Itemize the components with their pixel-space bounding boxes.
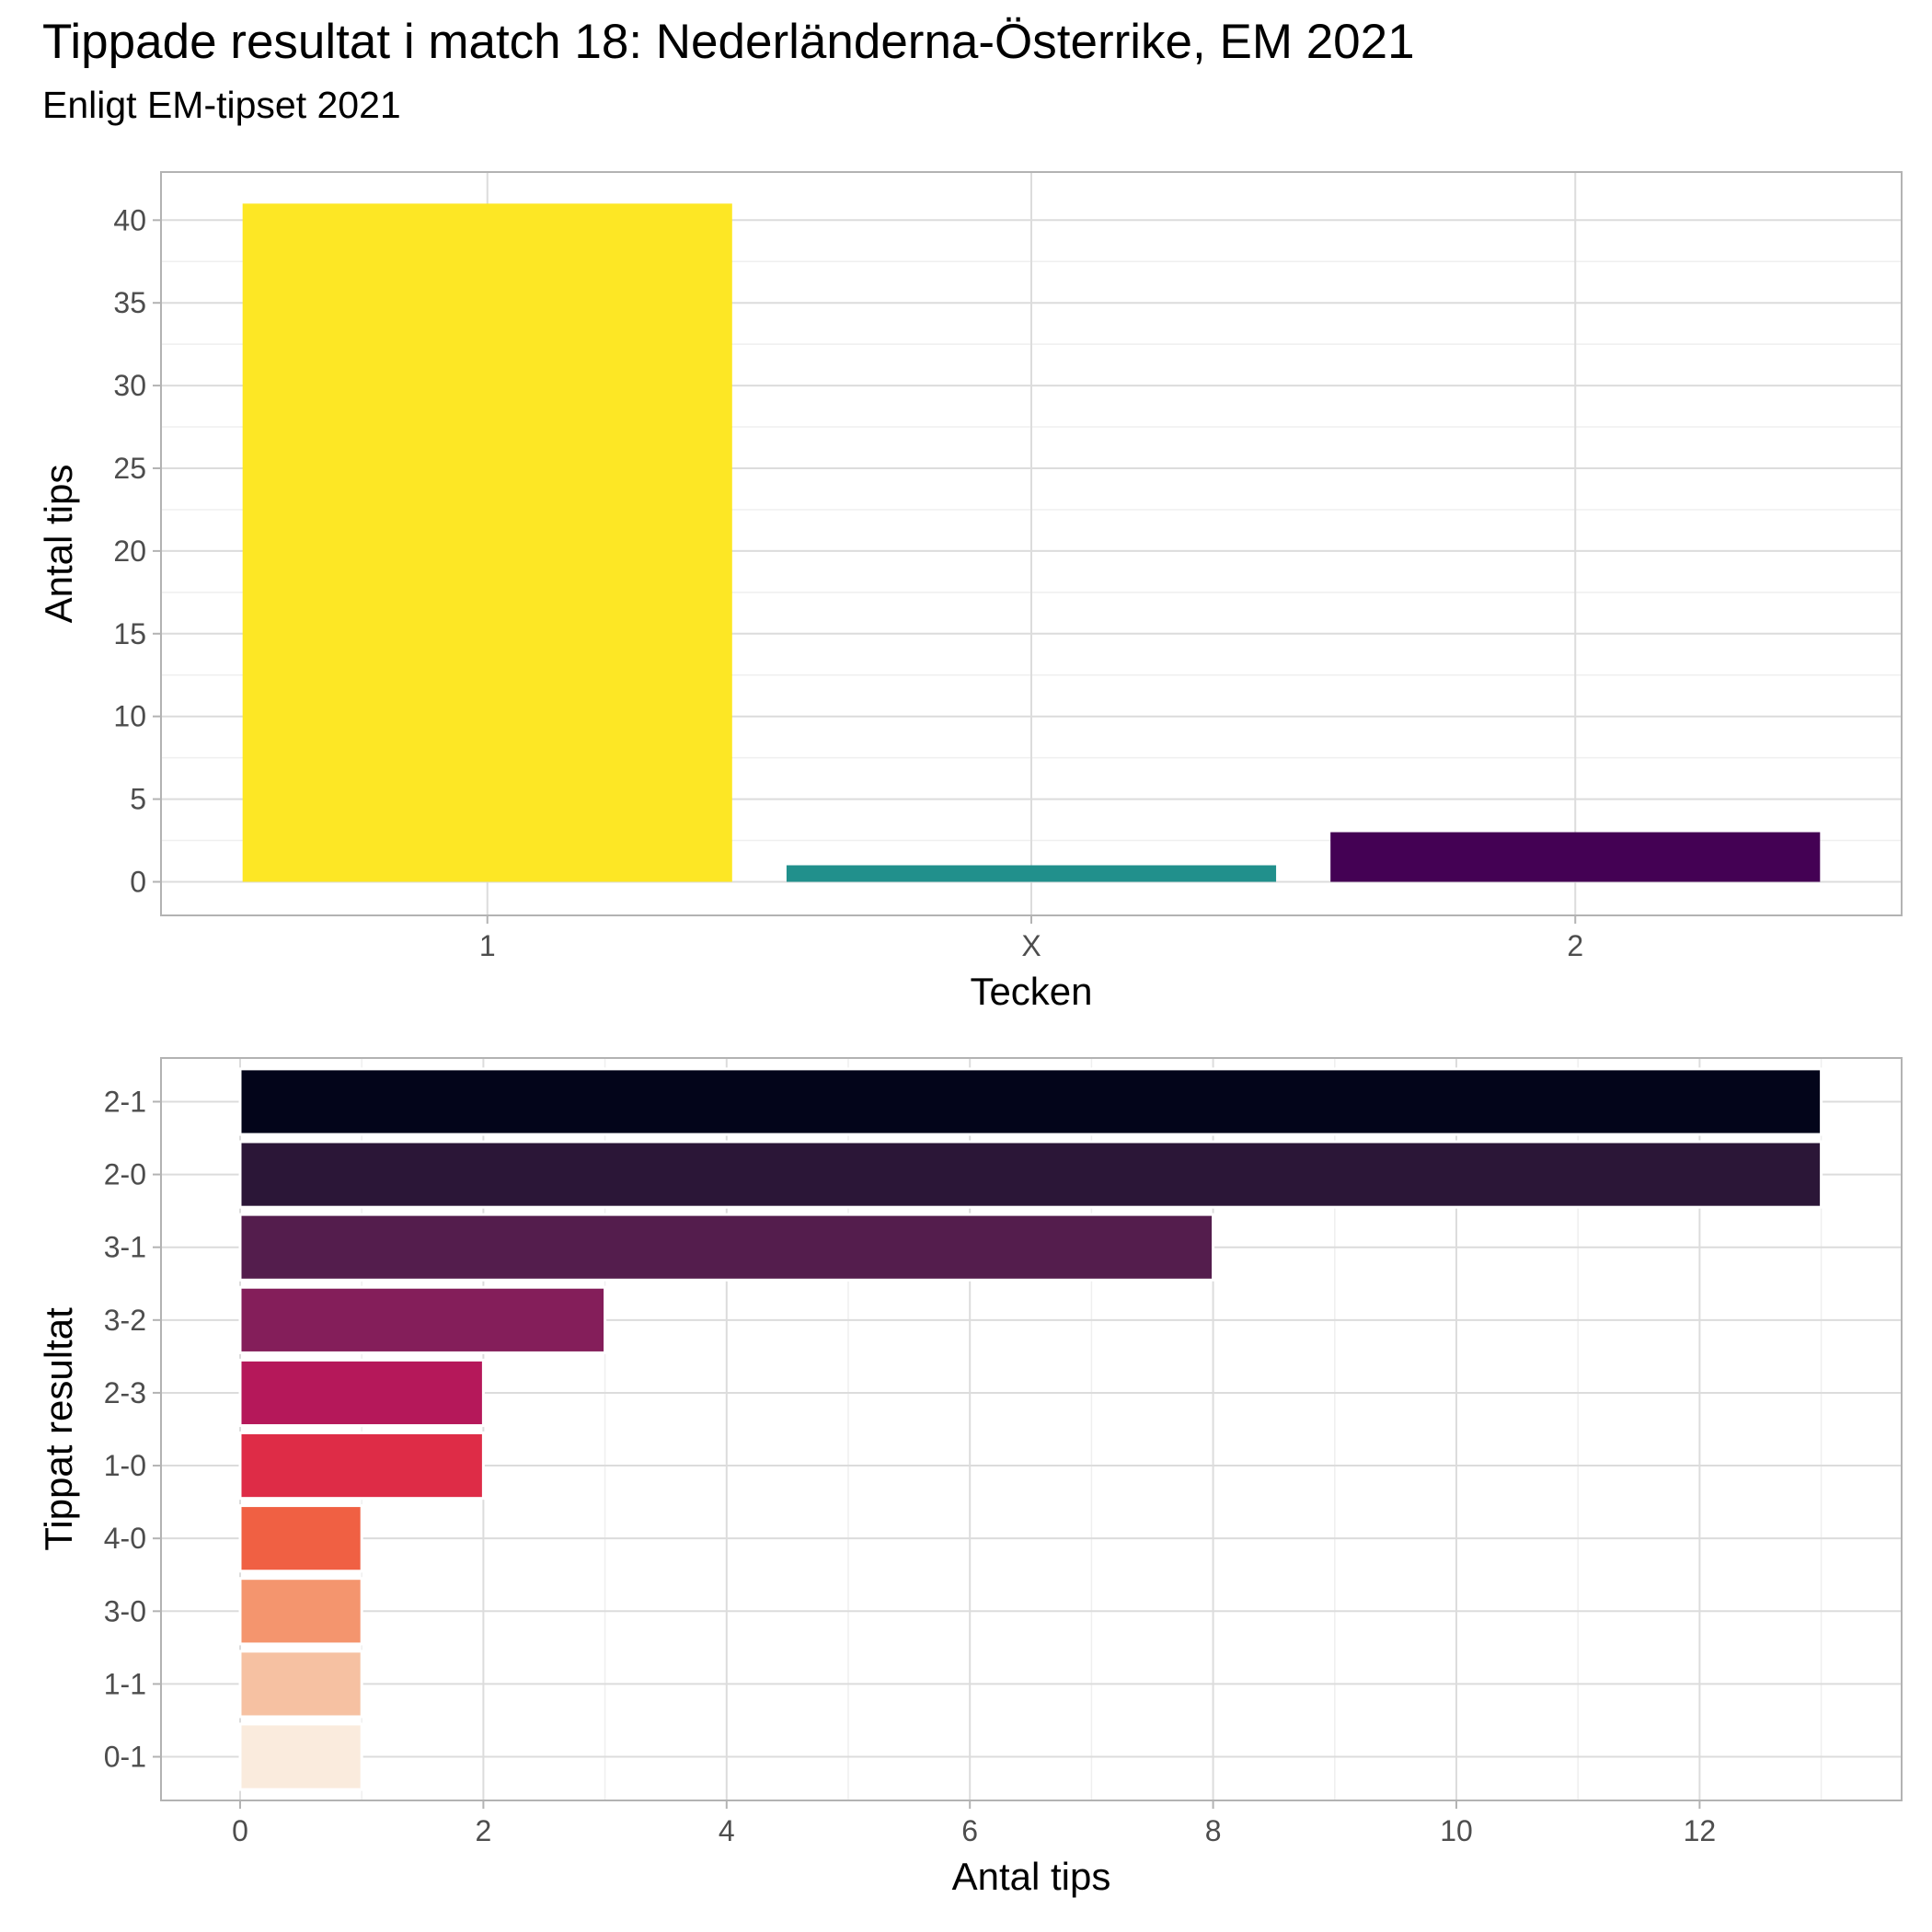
y-tick-label: 2-1 bbox=[104, 1085, 146, 1118]
bar-score-3-1 bbox=[238, 1213, 1215, 1282]
y-tick-label: 0 bbox=[130, 866, 146, 899]
scores-chart-x-axis-title: Antal tips bbox=[952, 1855, 1111, 1898]
y-tick-label: 2-0 bbox=[104, 1158, 146, 1191]
signs-bar-chart: 0 5 10 15 20 25 30 35 40 1 X 2 Tecken Antal tips bbox=[37, 171, 1903, 1013]
bar-sign-x bbox=[786, 865, 1277, 882]
x-tick-label: 8 bbox=[1205, 1814, 1222, 1847]
scores-chart-bars bbox=[238, 1067, 1823, 1791]
x-tick-label: 12 bbox=[1684, 1814, 1717, 1847]
y-tick-label: 20 bbox=[113, 535, 146, 568]
scores-chart-panel-border bbox=[160, 1057, 1903, 1801]
bar-score-3-2 bbox=[238, 1285, 607, 1354]
scores-chart-axes: 0 2 4 6 8 10 12 2-1 2-0 3-1 3-2 2-3 1-0 4-0 3-0 1-1 0-1 bbox=[104, 1085, 1716, 1847]
bar-sign-1 bbox=[242, 203, 732, 882]
y-tick-label: 30 bbox=[113, 369, 146, 402]
y-tick-label: 15 bbox=[113, 617, 146, 650]
bar-score-2-1 bbox=[238, 1067, 1823, 1136]
y-tick-label: 40 bbox=[113, 203, 146, 236]
y-tick-label: 35 bbox=[113, 286, 146, 319]
bar-score-3-0 bbox=[238, 1577, 363, 1646]
x-tick-label: 2 bbox=[1567, 929, 1583, 962]
chart-title: Tippade resultat i match 18: Nederländer… bbox=[42, 15, 1415, 69]
y-tick-label: 10 bbox=[113, 700, 146, 733]
scores-chart-y-axis-title: Tippat resultat bbox=[37, 1307, 80, 1551]
bar-sign-2 bbox=[1330, 832, 1821, 882]
bar-score-2-3 bbox=[238, 1358, 485, 1428]
chart-subtitle: Enligt EM-tipset 2021 bbox=[42, 84, 401, 126]
y-tick-label: 1-1 bbox=[104, 1667, 146, 1700]
signs-chart-x-axis-title: Tecken bbox=[970, 970, 1092, 1013]
x-tick-label: 6 bbox=[961, 1814, 978, 1847]
y-tick-label: 3-0 bbox=[104, 1594, 146, 1627]
x-tick-label: 4 bbox=[719, 1814, 735, 1847]
bar-score-2-0 bbox=[238, 1140, 1823, 1209]
y-tick-label: 5 bbox=[130, 783, 146, 816]
y-tick-label: 3-2 bbox=[104, 1304, 146, 1337]
y-tick-label: 25 bbox=[113, 452, 146, 485]
bar-score-1-1 bbox=[238, 1650, 363, 1719]
y-tick-label: 1-0 bbox=[104, 1449, 146, 1482]
x-tick-label: 2 bbox=[476, 1814, 492, 1847]
x-tick-label: X bbox=[1021, 929, 1041, 962]
x-tick-label: 10 bbox=[1440, 1814, 1473, 1847]
scores-bar-chart: 0 2 4 6 8 10 122-12-03-13-22-31-04-03-01-10-1 … bbox=[37, 1057, 1903, 1898]
bar-score-1-0 bbox=[238, 1431, 485, 1501]
bar-score-0-1 bbox=[238, 1722, 363, 1791]
signs-chart-bars bbox=[242, 203, 1821, 882]
signs-chart-y-axis-title: Antal tips bbox=[37, 465, 80, 624]
y-tick-label: 2-3 bbox=[104, 1376, 146, 1409]
x-tick-label: 0 bbox=[232, 1814, 248, 1847]
y-tick-label: 4-0 bbox=[104, 1522, 146, 1555]
signs-chart-axes: 0 5 10 15 20 25 30 35 40 1 X 2 bbox=[113, 203, 1583, 962]
y-tick-label: 3-1 bbox=[104, 1231, 146, 1264]
bar-score-4-0 bbox=[238, 1504, 363, 1573]
y-tick-label: 0-1 bbox=[104, 1741, 146, 1774]
x-tick-label: 1 bbox=[479, 929, 496, 962]
